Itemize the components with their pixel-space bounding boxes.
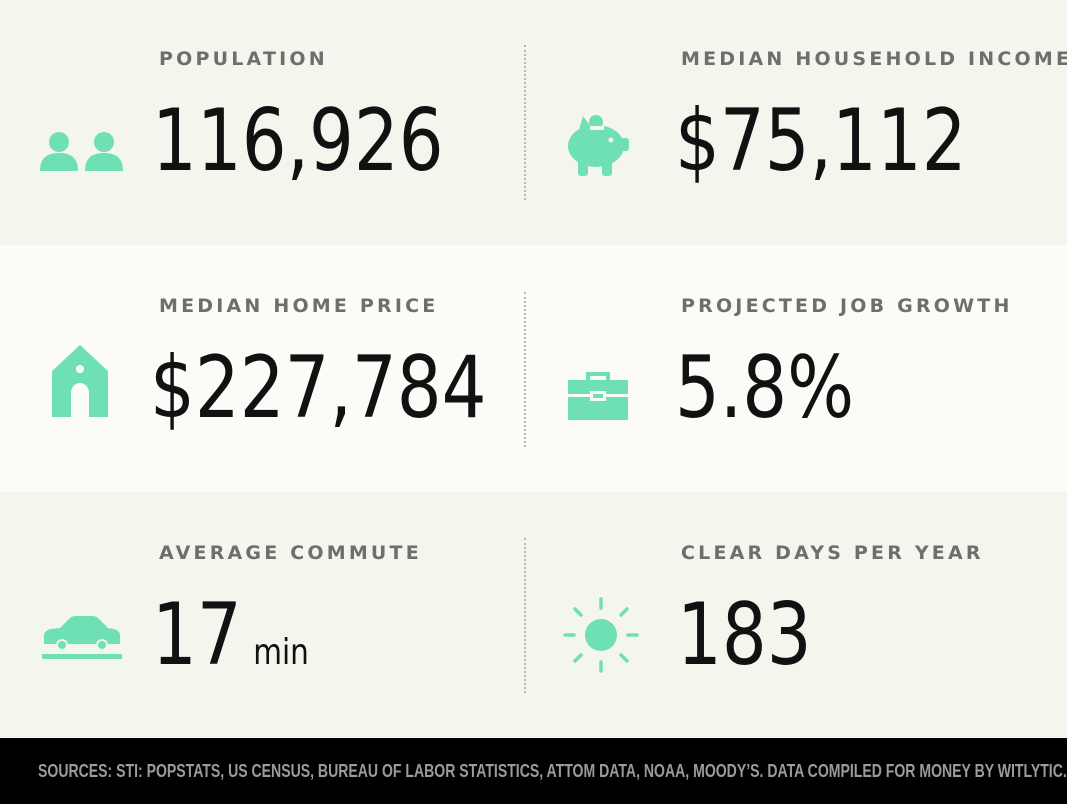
column-divider (524, 45, 526, 200)
briefcase-icon (568, 372, 628, 420)
income-label: MEDIAN HOUSEHOLD INCOME (681, 48, 1067, 70)
population-label: POPULATION (159, 48, 328, 70)
house-icon (52, 345, 108, 417)
stats-row-1 (0, 0, 1067, 245)
sources-footer: SOURCES: STI: POPSTATS, US CENSUS, BUREA… (0, 738, 1067, 804)
job-growth-label: PROJECTED JOB GROWTH (681, 295, 1013, 317)
car-icon (42, 614, 122, 660)
column-divider (524, 538, 526, 693)
population-value: 116,926 (152, 91, 444, 191)
commute-number: 17 (152, 585, 242, 685)
clear-days-label: CLEAR DAYS PER YEAR (681, 542, 984, 564)
commute-label: AVERAGE COMMUTE (159, 542, 422, 564)
sun-icon (563, 597, 639, 673)
piggy-bank-icon (563, 112, 633, 178)
people-icon (40, 131, 124, 173)
home-price-label: MEDIAN HOME PRICE (159, 295, 439, 317)
job-growth-value: 5.8% (675, 338, 855, 438)
stats-row-3 (0, 492, 1067, 738)
income-value: $75,112 (675, 91, 967, 191)
column-divider (524, 292, 526, 447)
sources-text: SOURCES: STI: POPSTATS, US CENSUS, BUREA… (38, 760, 1067, 781)
clear-days-value: 183 (677, 585, 812, 685)
commute-value: 17 min (152, 592, 309, 678)
home-price-value: $227,784 (150, 338, 487, 438)
stats-row-2 (0, 245, 1067, 492)
commute-unit: min (253, 632, 309, 673)
